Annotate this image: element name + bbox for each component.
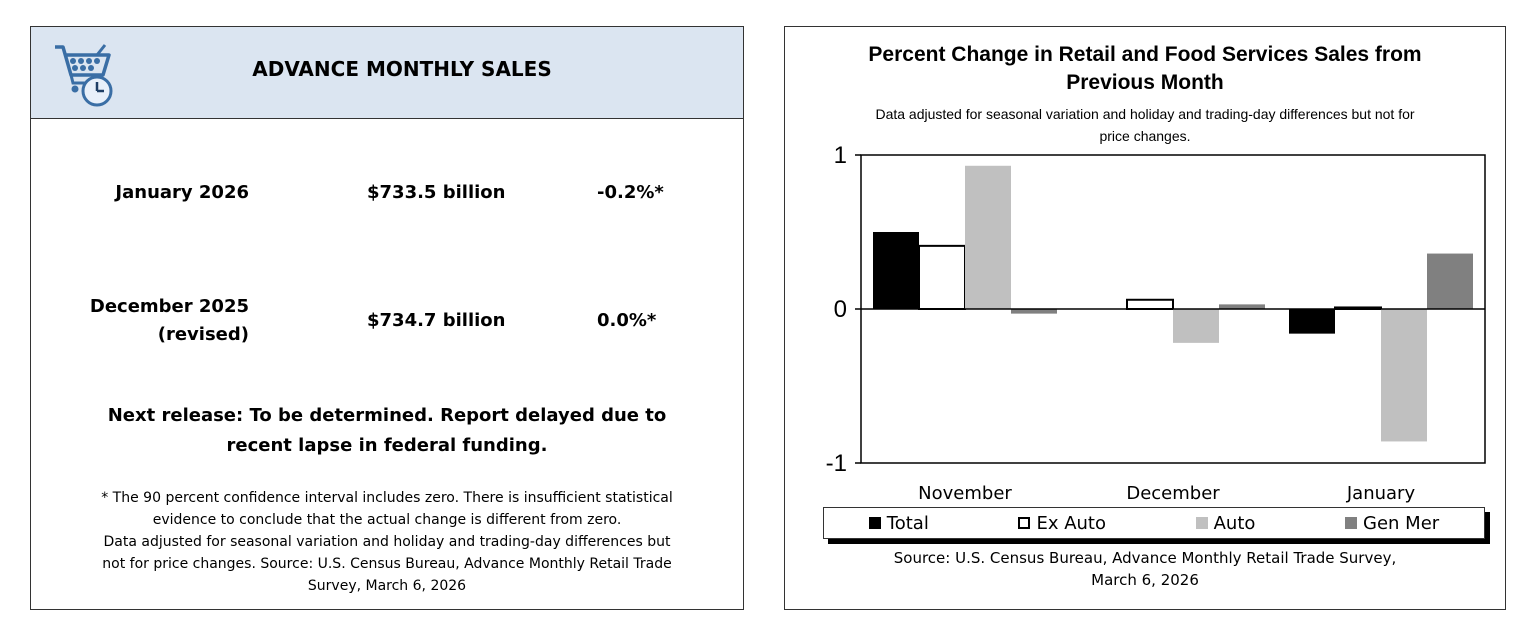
chart-subtitle: Data adjusted for seasonal variation and… <box>875 106 1415 144</box>
legend-swatch-auto <box>1195 517 1208 529</box>
advance-monthly-sales-panel: ADVANCE MONTHLY SALES January 2026 $733.… <box>30 26 744 610</box>
bar-gen-mer-january <box>1427 253 1473 309</box>
bar-auto-december <box>1173 309 1219 343</box>
shopping-cart-clock-icon <box>55 44 113 107</box>
row-label: December 2025 (revised) <box>89 296 249 345</box>
row-amount: $734.7 billion <box>367 310 506 331</box>
bar-total-november <box>873 232 919 309</box>
y-axis-tick-label: 1 <box>834 142 847 169</box>
legend-swatch-total <box>868 517 881 529</box>
bar-chart: 1 0 -1 November December January <box>826 142 1486 504</box>
legend-swatch-gen-mer <box>1345 517 1358 529</box>
bar-auto-november <box>965 165 1011 309</box>
row-amount: $733.5 billion <box>367 182 506 203</box>
bar-gen-mer-november <box>1011 309 1057 314</box>
x-axis-category-label: November <box>918 483 1012 504</box>
x-axis-category-label: January <box>1346 483 1416 504</box>
legend-item-auto: Auto <box>1195 513 1255 534</box>
row-label: January 2026 <box>115 182 249 203</box>
x-axis-category-label: December <box>1126 483 1220 504</box>
legend-item-gen-mer: Gen Mer <box>1345 513 1439 534</box>
legend-item-total: Total <box>868 513 929 534</box>
bar-auto-january <box>1381 309 1427 442</box>
next-release-note: Next release: To be determined. Report d… <box>107 405 667 456</box>
footnote: * The 90 percent confidence interval inc… <box>101 490 673 594</box>
y-axis-tick-label: 0 <box>834 296 847 323</box>
row-percent-change: -0.2%* <box>597 182 664 203</box>
bar-gen-mer-december <box>1219 304 1265 309</box>
bar-ex-auto-november <box>918 244 966 310</box>
chart-panel: Percent Change in Retail and Food Servic… <box>784 26 1506 610</box>
bar-ex-auto-december <box>1126 298 1174 311</box>
row-percent-change: 0.0%* <box>597 310 657 331</box>
chart-source: Source: U.S. Census Bureau, Advance Mont… <box>893 549 1397 589</box>
panel-header: ADVANCE MONTHLY SALES <box>31 27 743 119</box>
chart-legend: Total Ex Auto Auto Gen Mer <box>823 507 1485 539</box>
chart-title: Percent Change in Retail and Food Servic… <box>868 43 1422 94</box>
y-axis-tick-label: -1 <box>826 450 847 477</box>
legend-item-ex-auto: Ex Auto <box>1018 513 1106 534</box>
panel-title: ADVANCE MONTHLY SALES <box>252 57 552 81</box>
legend-swatch-ex-auto <box>1018 517 1031 529</box>
bar-total-january <box>1289 309 1335 334</box>
